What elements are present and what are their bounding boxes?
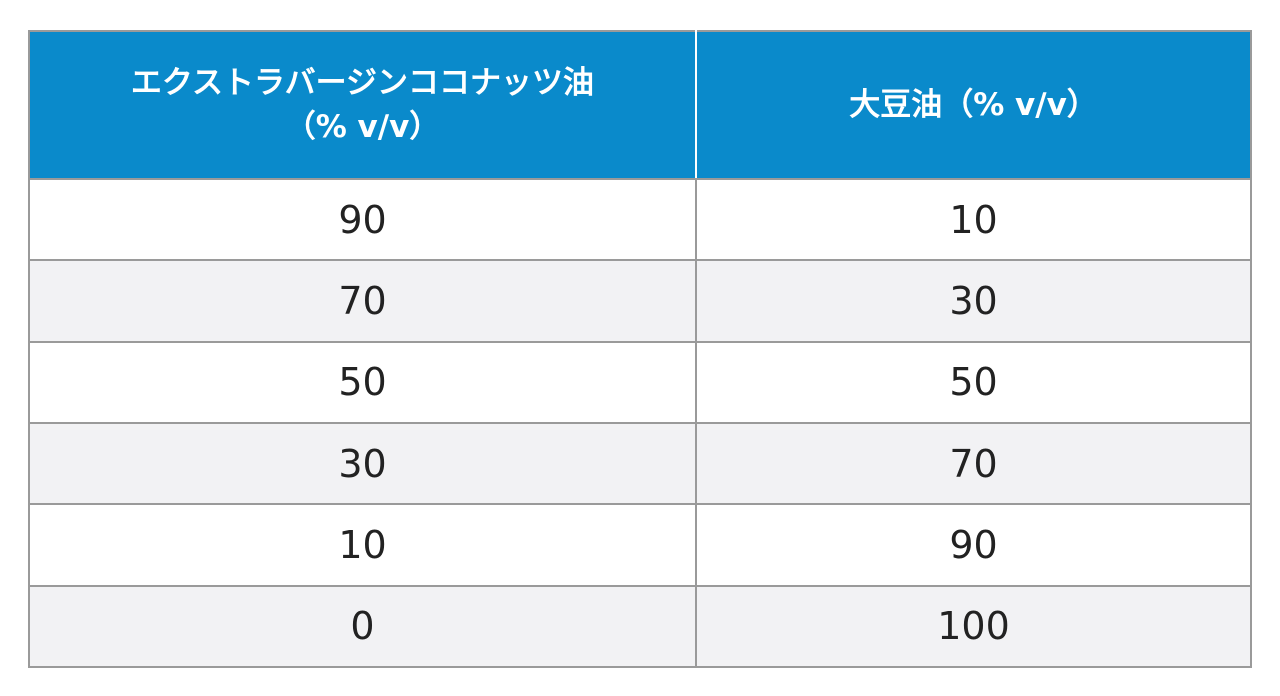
cell-coconut: 70 bbox=[28, 259, 697, 343]
data-table-container: エクストラバージンココナッツ油 （% v/v） 大豆油（% v/v） 90 10… bbox=[28, 30, 1252, 669]
table-body: 90 10 70 30 50 50 30 70 10 90 0 100 bbox=[28, 177, 1252, 669]
header-soybean-oil: 大豆油（% v/v） bbox=[695, 30, 1252, 180]
table-row: 50 50 bbox=[28, 340, 1252, 424]
cell-soybean: 50 bbox=[695, 340, 1252, 424]
header-coconut-oil-unit: （% v/v） bbox=[284, 109, 441, 145]
cell-coconut: 90 bbox=[28, 177, 697, 262]
header-row: エクストラバージンココナッツ油 （% v/v） 大豆油（% v/v） bbox=[28, 30, 1252, 180]
table-header: エクストラバージンココナッツ油 （% v/v） 大豆油（% v/v） bbox=[28, 30, 1252, 180]
cell-soybean: 10 bbox=[695, 177, 1252, 262]
cell-soybean: 70 bbox=[695, 421, 1252, 506]
cell-soybean: 30 bbox=[695, 259, 1252, 343]
table-row: 90 10 bbox=[28, 177, 1252, 262]
cell-soybean: 100 bbox=[695, 584, 1252, 669]
cell-coconut: 10 bbox=[28, 503, 697, 587]
cell-coconut: 0 bbox=[28, 584, 697, 669]
cell-soybean: 90 bbox=[695, 503, 1252, 587]
table-row: 70 30 bbox=[28, 259, 1252, 343]
oil-ratio-table: エクストラバージンココナッツ油 （% v/v） 大豆油（% v/v） 90 10… bbox=[28, 30, 1252, 669]
cell-coconut: 30 bbox=[28, 421, 697, 506]
header-coconut-oil: エクストラバージンココナッツ油 （% v/v） bbox=[28, 30, 697, 180]
cell-coconut: 50 bbox=[28, 340, 697, 424]
table-row: 30 70 bbox=[28, 421, 1252, 506]
table-row: 10 90 bbox=[28, 503, 1252, 587]
header-soybean-oil-label: 大豆油（% v/v） bbox=[849, 87, 1098, 123]
table-row: 0 100 bbox=[28, 584, 1252, 669]
header-coconut-oil-name: エクストラバージンココナッツ油 bbox=[130, 65, 595, 101]
